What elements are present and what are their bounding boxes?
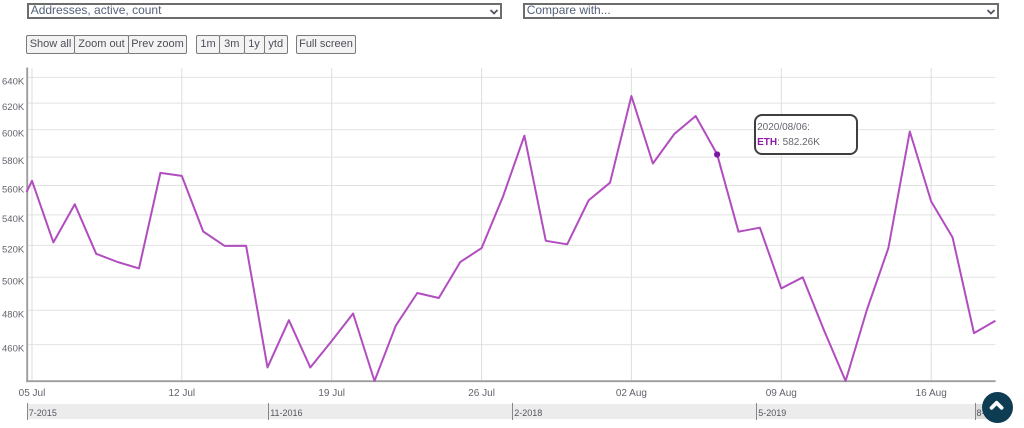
svg-text:620K: 620K [2, 102, 25, 113]
svg-text:600K: 600K [2, 129, 25, 140]
svg-text:540K: 540K [2, 214, 25, 225]
svg-text:580K: 580K [2, 156, 25, 167]
svg-text:640K: 640K [2, 77, 25, 88]
svg-text:560K: 560K [2, 185, 25, 196]
svg-text:480K: 480K [2, 309, 25, 320]
svg-text:500K: 500K [2, 276, 25, 287]
svg-text:520K: 520K [2, 245, 25, 256]
svg-text:460K: 460K [2, 344, 25, 355]
